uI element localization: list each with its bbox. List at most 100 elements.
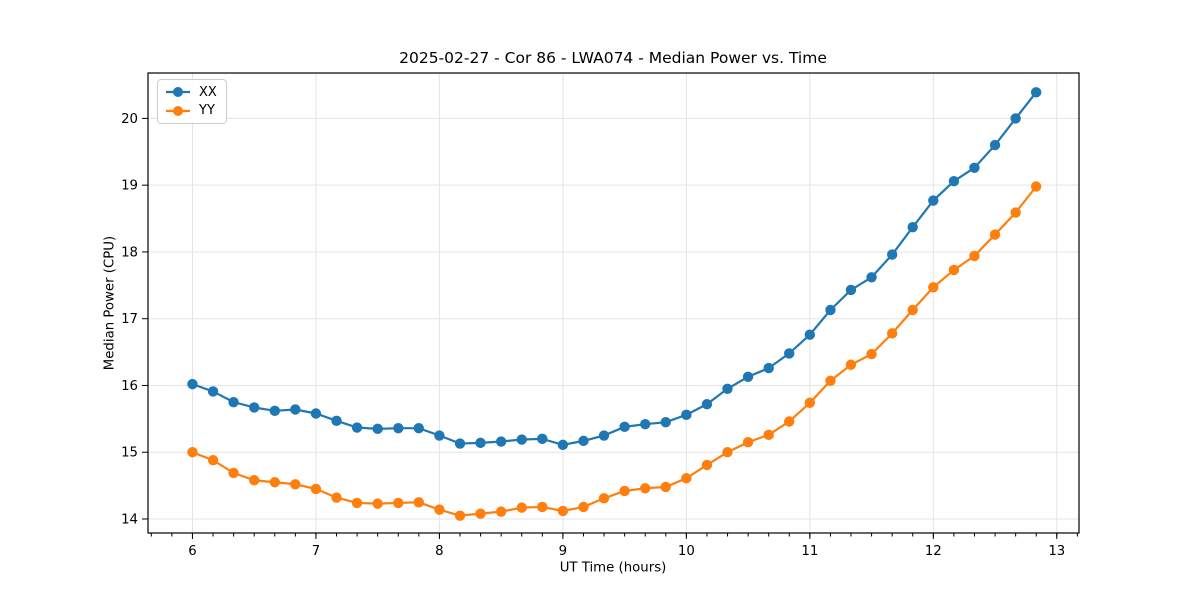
legend-line-marker-yy-icon: [166, 105, 190, 116]
y-tick-label: 14: [121, 512, 138, 527]
data-point-xx: [928, 195, 939, 206]
axis-ticks: [142, 117, 1078, 539]
series-yy: [187, 181, 1042, 521]
data-point-yy: [866, 348, 877, 360]
data-point-yy: [228, 467, 239, 479]
x-tick-label: 7: [312, 544, 320, 559]
data-point-yy: [516, 502, 527, 513]
data-point-yy: [187, 447, 198, 458]
y-tick-label: 19: [121, 179, 138, 194]
data-point-xx: [948, 175, 960, 187]
data-point-xx: [969, 162, 980, 174]
data-point-xx: [1010, 113, 1021, 124]
data-point-xx: [228, 396, 239, 408]
data-point-yy: [701, 459, 713, 471]
data-point-xx: [701, 398, 713, 410]
data-point-xx: [886, 249, 898, 260]
data-point-yy: [1010, 207, 1021, 218]
data-point-yy: [742, 437, 754, 448]
data-point-yy: [248, 475, 260, 486]
data-point-yy: [598, 493, 610, 504]
data-point-xx: [393, 422, 404, 434]
x-tick-label: 6: [188, 544, 196, 559]
data-point-xx: [290, 404, 301, 415]
series-line-xx: [192, 91, 1038, 447]
data-point-xx: [207, 386, 219, 397]
x-tick-label: 11: [801, 544, 818, 559]
data-point-yy: [825, 375, 836, 386]
data-point-yy: [372, 498, 383, 509]
y-tick-label: 16: [121, 379, 138, 394]
data-point-yy: [948, 264, 960, 276]
x-tick-label: 12: [925, 544, 942, 559]
data-point-xx: [578, 435, 589, 447]
x-tick-label: 8: [435, 544, 443, 559]
data-point-xx: [989, 139, 1001, 151]
x-tick-label: 13: [1048, 544, 1065, 559]
data-point-xx: [557, 439, 569, 451]
data-point-xx: [248, 402, 260, 413]
data-point-xx: [516, 434, 527, 445]
data-point-yy: [804, 397, 816, 409]
data-point-xx: [640, 418, 651, 430]
data-point-yy: [495, 506, 507, 517]
data-point-xx: [722, 383, 733, 394]
legend-label-xx: XX: [199, 84, 217, 100]
data-point-xx: [454, 438, 466, 449]
data-point-xx: [784, 348, 795, 359]
data-point-xx: [331, 415, 342, 427]
data-point-yy: [619, 485, 630, 497]
data-point-yy: [537, 501, 548, 513]
data-point-yy: [434, 504, 445, 515]
data-point-yy: [413, 497, 424, 508]
data-point-xx: [804, 329, 816, 340]
data-point-yy: [331, 492, 342, 503]
chart-title: 2025-02-27 - Cor 86 - LWA074 - Median Po…: [399, 49, 827, 67]
data-point-yy: [660, 481, 671, 493]
data-point-xx: [537, 433, 548, 445]
data-point-xx: [763, 362, 774, 374]
data-point-yy: [845, 359, 857, 370]
data-point-xx: [434, 430, 445, 441]
series-line-yy: [192, 185, 1038, 517]
x-tick-label: 9: [559, 544, 567, 559]
data-point-yy: [969, 250, 980, 262]
data-point-yy: [290, 479, 301, 490]
data-point-yy: [640, 483, 651, 494]
data-point-yy: [578, 501, 589, 513]
data-point-xx: [907, 222, 918, 233]
data-point-xx: [351, 422, 363, 433]
plot-border: [147, 72, 1080, 534]
legend-item-xx: XX: [165, 83, 219, 101]
data-point-yy: [928, 282, 939, 293]
data-point-xx: [866, 272, 877, 283]
data-point-yy: [557, 505, 569, 517]
data-point-xx: [413, 422, 424, 434]
gridlines: [148, 73, 1079, 533]
data-point-xx: [598, 430, 610, 441]
data-point-yy: [310, 483, 322, 495]
data-point-yy: [351, 497, 363, 509]
data-point-xx: [825, 304, 836, 316]
data-point-yy: [784, 416, 795, 427]
data-point-xx: [660, 416, 671, 428]
data-point-yy: [886, 328, 898, 339]
data-point-xx: [681, 409, 692, 421]
series-xx: [187, 87, 1042, 451]
tick-labels: 6 7 8 9 10 11 12 13 14 15 16 17 18 19 20: [121, 112, 1065, 559]
data-point-yy: [681, 473, 692, 484]
data-point-yy: [454, 510, 466, 521]
legend: XX YY: [157, 79, 227, 124]
y-tick-label: 17: [121, 312, 138, 327]
data-point-xx: [187, 378, 198, 390]
data-point-xx: [475, 437, 486, 449]
data-point-xx: [269, 405, 281, 417]
y-tick-label: 18: [121, 245, 138, 260]
data-point-xx: [742, 371, 754, 382]
legend-line-marker-xx-icon: [166, 87, 190, 98]
data-point-yy: [763, 429, 774, 441]
legend-item-yy: YY: [165, 102, 219, 120]
data-point-yy: [989, 229, 1001, 240]
data-point-yy: [269, 477, 281, 488]
